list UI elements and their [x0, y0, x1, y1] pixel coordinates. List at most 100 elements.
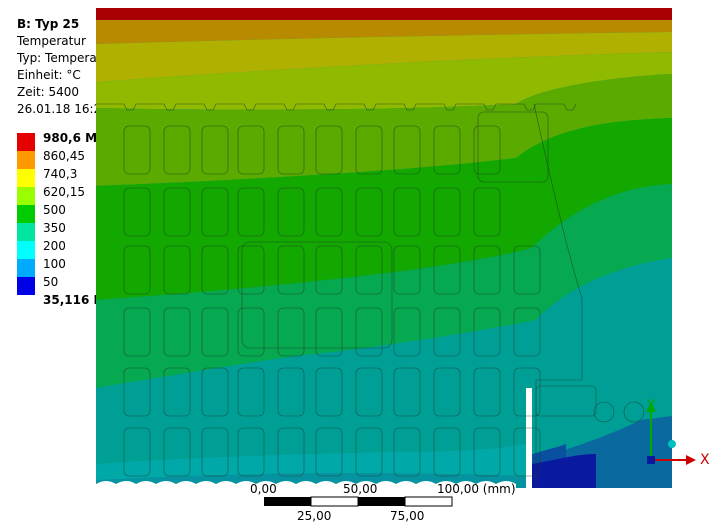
outline-shape — [163, 245, 191, 295]
outline-shape — [315, 187, 343, 237]
legend-label[interactable]: 350 — [43, 221, 66, 235]
outline-shape — [201, 307, 229, 357]
result-info-line: 26.01.18 16:25 — [17, 102, 109, 116]
temperature-band — [96, 32, 672, 82]
outline-shape — [433, 187, 461, 237]
outline-shape — [201, 245, 229, 295]
legend-swatch — [17, 169, 35, 187]
outline-shape — [237, 367, 265, 417]
outline-shape — [163, 367, 191, 417]
outline-shape — [393, 307, 421, 357]
outline-shape — [355, 307, 383, 357]
scale-label-top: 50,00 — [343, 482, 378, 496]
outline-shape — [433, 367, 461, 417]
outline-shape — [433, 125, 461, 175]
outline-shape — [96, 103, 577, 111]
outline-shape — [473, 367, 501, 417]
outline-shape — [315, 245, 343, 295]
outline-shape — [123, 187, 151, 237]
outline-shape — [477, 111, 549, 183]
outline-shape — [393, 367, 421, 417]
scale-label-bottom: 25,00 — [297, 509, 332, 523]
legend-label[interactable]: 200 — [43, 239, 66, 253]
outline-shape — [473, 187, 501, 237]
scale-segment — [358, 497, 405, 506]
outline-shape — [237, 427, 265, 477]
outline-shape — [355, 367, 383, 417]
result-info-line: Zeit: 5400 — [17, 85, 80, 99]
temperature-band — [532, 454, 596, 488]
result-info-line: Einheit: °C — [17, 68, 81, 82]
result-title: B: Typ 25 — [17, 17, 80, 31]
outline-shape — [163, 125, 191, 175]
x-axis-label: X — [700, 452, 710, 468]
outline-shape — [513, 245, 541, 295]
legend-swatch — [17, 187, 35, 205]
outline-shape — [201, 427, 229, 477]
outline-shape — [433, 307, 461, 357]
legend-swatch — [17, 223, 35, 241]
outline-shape — [315, 427, 343, 477]
outline-shape — [237, 125, 265, 175]
outline-shape — [237, 307, 265, 357]
temperature-band — [96, 184, 672, 388]
outline-shape — [473, 307, 501, 357]
y-axis-label: Y — [647, 398, 656, 414]
outline-shape — [201, 125, 229, 175]
legend-swatch — [17, 205, 35, 223]
legend-label[interactable]: 860,45 — [43, 149, 85, 163]
outline-shape — [355, 187, 383, 237]
y-arrowhead — [646, 402, 656, 412]
temperature-band — [96, 74, 672, 186]
outline-shape — [123, 427, 151, 477]
legend-swatch — [17, 151, 35, 169]
outline-shape — [355, 245, 383, 295]
result-info-block: B: Typ 25 Temperatur Typ: Temperatur Ein… — [17, 16, 114, 118]
legend-swatch — [17, 259, 35, 277]
legend-label[interactable]: 980,6 Max — [43, 131, 113, 145]
result-info-line: Temperatur — [17, 34, 86, 48]
outline-shape — [535, 385, 597, 417]
outline-shape — [163, 187, 191, 237]
outline-shape — [315, 367, 343, 417]
outline-shape — [241, 241, 393, 349]
outline-shape — [393, 245, 421, 295]
outline-shape — [201, 187, 229, 237]
outline-shape — [533, 103, 583, 488]
scale-label-bottom: 75,00 — [390, 509, 425, 523]
outline-shape — [315, 125, 343, 175]
legend-label[interactable]: 620,15 — [43, 185, 85, 199]
temperature-band — [96, 118, 672, 300]
outline-shape — [277, 245, 305, 295]
outline-shape — [277, 307, 305, 357]
outline-shape — [201, 367, 229, 417]
legend-label[interactable]: 50 — [43, 275, 59, 289]
scale-segment — [310, 496, 359, 507]
outline-shape — [433, 427, 461, 477]
outline-shape — [393, 187, 421, 237]
temperature-band — [96, 52, 672, 110]
bottom-edge-scallop — [96, 481, 516, 488]
outline-shape — [593, 401, 615, 423]
outline-shape — [355, 125, 383, 175]
outline-shape — [123, 307, 151, 357]
legend-label[interactable]: 500 — [43, 203, 66, 217]
outline-shape — [513, 427, 541, 477]
contour-plot-viewport[interactable] — [96, 8, 672, 488]
z-axis-ball — [668, 440, 676, 448]
outline-shape — [433, 245, 461, 295]
coordinate-triad[interactable] — [630, 400, 720, 470]
legend-swatch — [17, 277, 35, 295]
outline-shape — [393, 125, 421, 175]
outline-shape — [277, 367, 305, 417]
scale-label-top: 100,00 (mm) — [437, 482, 516, 496]
legend-label[interactable]: 100 — [43, 257, 66, 271]
outline-shape — [123, 125, 151, 175]
outline-shape — [163, 307, 191, 357]
legend-label[interactable]: 740,3 — [43, 167, 78, 181]
outline-shape — [315, 307, 343, 357]
scale-label-top: 0,00 — [250, 482, 277, 496]
outline-shape — [513, 307, 541, 357]
